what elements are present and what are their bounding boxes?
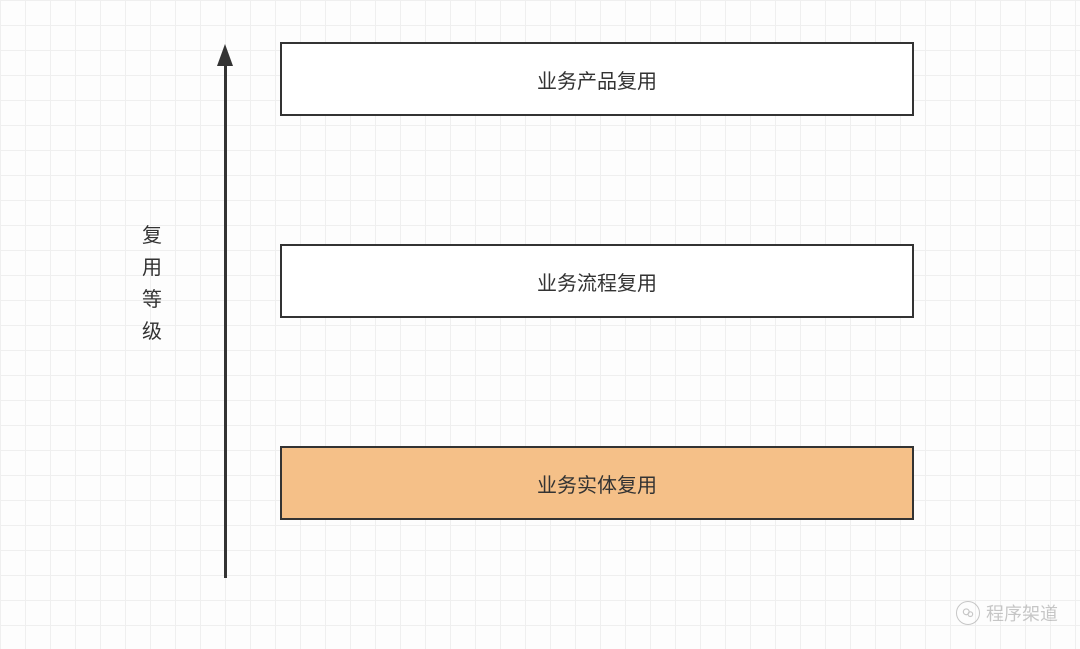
level-box-label: 业务产品复用 <box>537 65 657 94</box>
axis-label: 复用等级 <box>142 220 162 348</box>
axis-arrow-head <box>217 44 233 66</box>
watermark: 程序架道 <box>956 600 1058 626</box>
axis-label-char: 等 <box>142 284 162 316</box>
level-box-bottom: 业务实体复用 <box>280 446 914 520</box>
axis-label-char: 用 <box>142 252 162 284</box>
axis-label-char: 复 <box>142 220 162 252</box>
axis-label-char: 级 <box>142 316 162 348</box>
watermark-text: 程序架道 <box>986 600 1058 626</box>
level-box-label: 业务流程复用 <box>537 267 657 296</box>
level-box-top: 业务产品复用 <box>280 42 914 116</box>
axis-arrow-line <box>224 64 227 578</box>
wechat-icon <box>956 601 980 625</box>
level-box-middle: 业务流程复用 <box>280 244 914 318</box>
level-box-label: 业务实体复用 <box>537 469 657 498</box>
diagram-canvas: 复用等级 业务产品复用 业务流程复用 业务实体复用 程序架道 <box>0 0 1080 649</box>
